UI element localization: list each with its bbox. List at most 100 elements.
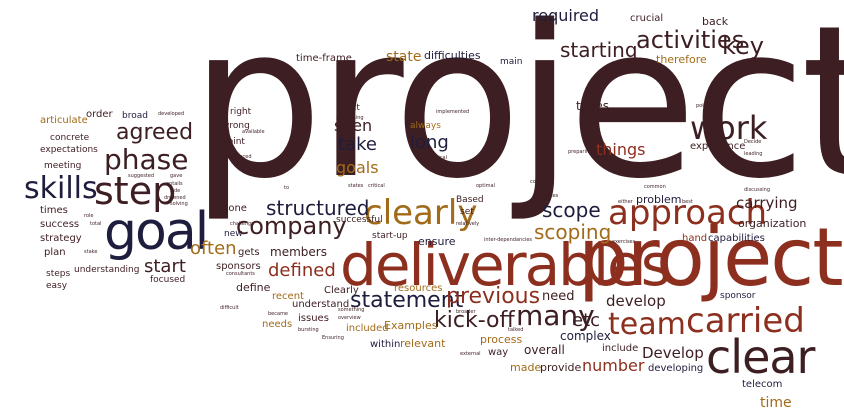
word-start: start (144, 256, 186, 277)
word-articulate: articulate (40, 115, 88, 126)
word-Technical: Technical (424, 155, 447, 161)
word-expectations: expectations (40, 145, 98, 155)
word-need: need (542, 289, 575, 304)
word-hand: hand (682, 233, 708, 244)
word-ensure: ensure (418, 235, 456, 248)
word-team: team (608, 307, 686, 342)
word-inter-dependancies: inter-dependancies (484, 237, 533, 243)
word-gone: gone (222, 203, 247, 214)
word-process: process (480, 333, 523, 346)
word-carried: carried (686, 301, 805, 341)
word-within: within (370, 339, 401, 350)
word-gets: gets (238, 247, 260, 258)
word-Decide: Decide (744, 139, 762, 145)
word-phase: phase (104, 143, 189, 176)
word-side: side (170, 188, 181, 194)
word-things: things (596, 140, 646, 159)
word-include: include (602, 343, 639, 354)
word-difficulties: difficulties (424, 49, 481, 62)
word-understand: understand (292, 299, 350, 310)
word-overview: overview (338, 315, 361, 321)
word-starting: starting (560, 38, 638, 62)
word-tangents: tangents (632, 69, 655, 75)
word-challenge: challenge (230, 221, 255, 227)
word-therefore: therefore (656, 53, 707, 66)
word-successful: successful (336, 215, 383, 225)
word-stake: stake (84, 249, 98, 255)
word-take: take (338, 134, 377, 155)
word-seen: seen (334, 116, 373, 135)
word-goals: goals (336, 158, 379, 177)
word-needs: needs (262, 319, 293, 330)
word-Based: Based (456, 195, 484, 205)
word-something: something (338, 307, 365, 313)
word-deliverables: deliverables (340, 231, 671, 299)
word-recent: recent (272, 291, 304, 302)
word-order: order (86, 109, 113, 120)
word-main: main (500, 57, 523, 67)
word-became: became (268, 311, 289, 317)
word-develop: develop (606, 292, 666, 310)
word-time: time (760, 395, 792, 411)
word-relatively: relatively (456, 221, 480, 227)
word-clearly: clearly (364, 193, 478, 233)
word-concrete: concrete (50, 133, 90, 143)
word-number: number (582, 356, 645, 375)
word-total: total (90, 221, 102, 227)
word-Develop: Develop (642, 344, 704, 362)
word-broader: broader (456, 309, 476, 315)
word-best: best (682, 199, 693, 205)
word-time-frame: time-frame (296, 53, 352, 64)
word-provide: provide (540, 361, 582, 374)
word-mistakes: mistakes (536, 193, 559, 199)
word-skills: skills (24, 171, 98, 206)
word-overall: overall (524, 343, 565, 357)
word-point: point (222, 137, 245, 147)
word-role: role (84, 213, 94, 219)
word-times: times (40, 205, 68, 216)
word-included: included (346, 323, 389, 334)
word-drowned: drowned (164, 195, 186, 201)
word-preparing: preparing (568, 149, 593, 155)
word-new: new (224, 229, 243, 239)
word-gave: gave (170, 173, 183, 179)
word-members: members (270, 245, 327, 259)
word-developed: developed (158, 111, 185, 117)
word-success: success (40, 219, 80, 230)
word-project: project (190, 0, 844, 225)
word-approach: approach (608, 193, 768, 233)
word-carrying: carrying (736, 194, 798, 212)
word-resources: resources (394, 283, 443, 294)
word-produced: produced (228, 154, 252, 160)
word-start-up: start-up (372, 231, 408, 241)
word-discussing: discussing (744, 187, 771, 193)
word-previous: previous (446, 284, 541, 309)
word-Examples: Examples (384, 319, 438, 332)
word-exercises: exercises (612, 239, 636, 245)
word-positioning: positioning (336, 115, 364, 121)
word-capabilities: capabilities (708, 233, 765, 244)
word-many: many (516, 299, 595, 332)
word-Ensuring: Ensuring (322, 335, 344, 341)
word-strategy: strategy (40, 233, 82, 244)
word-give: give (638, 167, 649, 173)
word-state: state (386, 49, 422, 65)
word-available: available (242, 129, 265, 135)
word-goal: goal (104, 202, 209, 262)
word-come: come (530, 179, 544, 185)
word-way: way (488, 347, 509, 358)
word-developing: developing (648, 363, 704, 374)
word-etc: etc (572, 310, 601, 331)
word-broad: broad (122, 111, 148, 121)
word-steps: steps (46, 269, 71, 279)
word-consultants: consultants (226, 271, 255, 277)
word-projects: projects (578, 211, 844, 304)
word-entails: entails (166, 181, 183, 187)
word-difficult: difficult (220, 305, 239, 311)
word-optimal: optimal (476, 183, 495, 189)
word-problem: problem (636, 193, 682, 206)
word-wrong: wrong (222, 121, 250, 131)
word-clear: clear (706, 330, 815, 384)
word-common: common (644, 184, 666, 190)
word-crucial: crucial (630, 13, 664, 24)
